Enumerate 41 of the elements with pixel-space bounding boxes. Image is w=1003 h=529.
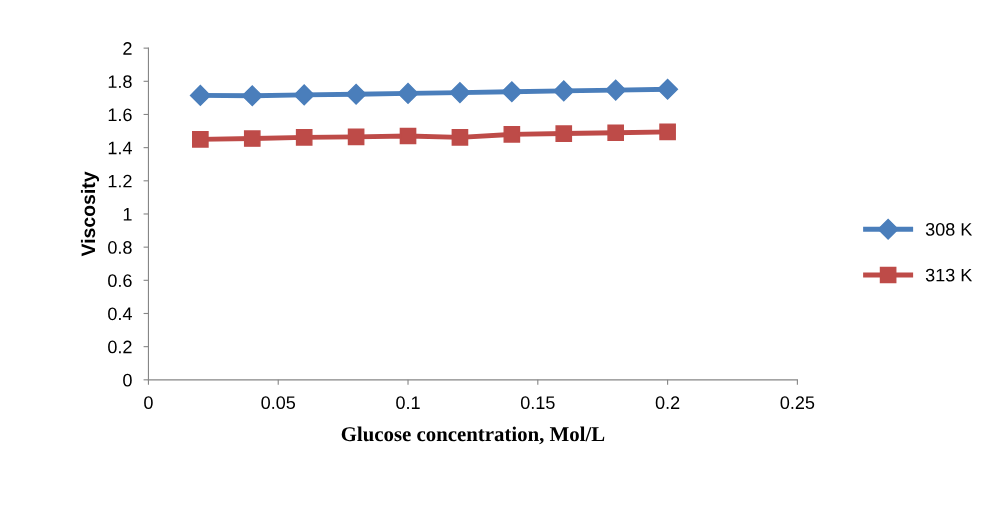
point — [397, 82, 419, 104]
y-tick-label: 0.2 — [108, 340, 132, 354]
point — [241, 85, 263, 107]
y-tick-label: 1 — [123, 208, 132, 221]
y-tick-label: 1.8 — [108, 75, 132, 89]
point — [605, 79, 627, 101]
point — [345, 83, 367, 105]
y-tick-label: 0 — [123, 373, 132, 387]
y-tick-label: 2 — [123, 42, 132, 55]
point — [189, 84, 211, 106]
x-tick-label: 0.1 — [396, 396, 420, 410]
x-tick-label: 0 — [144, 396, 153, 410]
y-tick-label: 0.4 — [108, 307, 132, 321]
legend-label: 313 K — [925, 268, 973, 282]
point — [657, 78, 679, 100]
x-tick-label: 0.2 — [655, 396, 680, 410]
point — [503, 126, 521, 143]
y-tick-label: 0.6 — [108, 274, 132, 288]
point — [451, 129, 469, 146]
point — [553, 80, 575, 102]
x-tick-label: 0.25 — [780, 396, 815, 410]
point — [659, 123, 676, 141]
point — [501, 81, 523, 103]
point — [293, 84, 315, 106]
point — [347, 128, 365, 146]
y-tick-label: 1.4 — [108, 141, 132, 155]
point — [399, 127, 417, 145]
point — [192, 131, 209, 148]
point — [607, 124, 625, 142]
y-tick-label: 0.8 — [108, 241, 132, 254]
point — [295, 129, 313, 146]
point — [243, 130, 261, 147]
y-axis-title: Viscosity — [80, 171, 100, 257]
legend-label: 308 K — [925, 222, 973, 236]
y-tick-label: 1.6 — [108, 108, 132, 122]
x-tick-label: 0.05 — [261, 396, 296, 410]
x-tick-label: 0.15 — [520, 396, 555, 410]
point — [449, 82, 471, 104]
point — [555, 125, 573, 142]
x-axis-title: Glucose concentration, Mol/L — [341, 426, 605, 445]
y-tick-label: 1.2 — [108, 174, 132, 188]
